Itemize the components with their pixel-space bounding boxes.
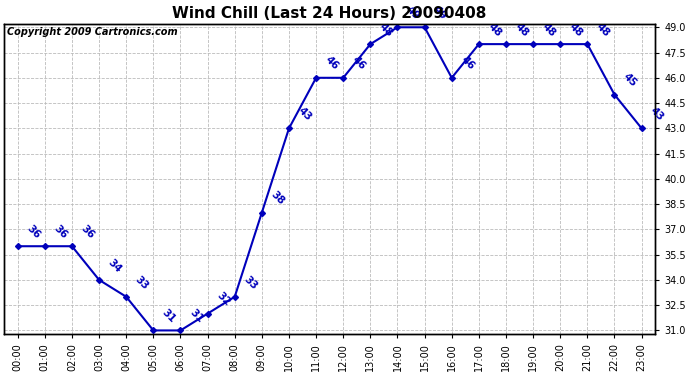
Text: 38: 38 <box>269 190 286 207</box>
Text: 36: 36 <box>79 224 96 241</box>
Text: 46: 46 <box>459 55 476 72</box>
Text: 48: 48 <box>486 21 503 39</box>
Text: 48: 48 <box>540 21 558 39</box>
Text: 49: 49 <box>431 4 449 22</box>
Text: 48: 48 <box>594 21 612 39</box>
Text: 31: 31 <box>188 308 205 325</box>
Text: 36: 36 <box>25 224 42 241</box>
Text: 36: 36 <box>52 224 69 241</box>
Text: 48: 48 <box>513 21 531 39</box>
Text: 31: 31 <box>160 308 177 325</box>
Text: 34: 34 <box>106 257 124 274</box>
Text: 48: 48 <box>567 21 584 39</box>
Text: 32: 32 <box>215 291 232 308</box>
Text: 33: 33 <box>133 274 150 291</box>
Title: Wind Chill (Last 24 Hours) 20090408: Wind Chill (Last 24 Hours) 20090408 <box>172 6 487 21</box>
Text: 43: 43 <box>649 105 666 123</box>
Text: 43: 43 <box>296 105 313 123</box>
Text: 45: 45 <box>622 72 639 89</box>
Text: 46: 46 <box>351 55 368 72</box>
Text: 33: 33 <box>241 274 259 291</box>
Text: 48: 48 <box>377 21 395 39</box>
Text: Copyright 2009 Cartronics.com: Copyright 2009 Cartronics.com <box>8 27 178 37</box>
Text: 46: 46 <box>323 55 340 72</box>
Text: 49: 49 <box>404 4 422 22</box>
